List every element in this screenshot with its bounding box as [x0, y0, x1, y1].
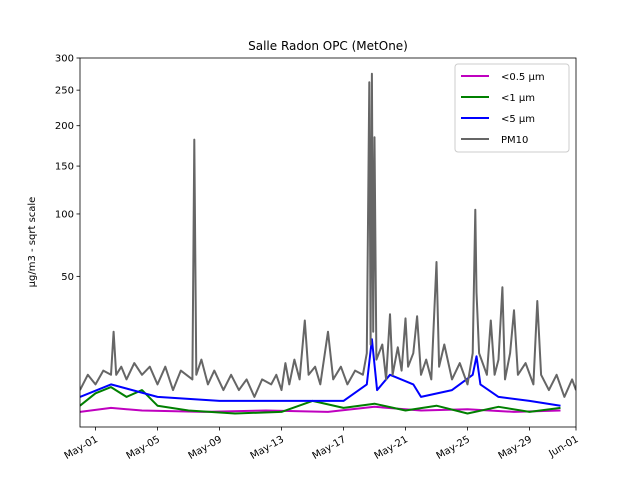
- y-tick-label: 300: [55, 54, 74, 65]
- y-axis-label: µg/m3 - sqrt scale: [27, 197, 38, 288]
- y-tick-label: 50: [61, 272, 74, 283]
- plot-frame: [79, 57, 577, 428]
- y-tick-label: 150: [55, 162, 74, 173]
- chart-title: Salle Radon OPC (MetOne): [248, 39, 408, 53]
- series-line-1: [80, 386, 561, 415]
- y-tick-label: 100: [55, 209, 74, 220]
- y-tick-label: 200: [55, 121, 74, 132]
- legend-label-1: <1 µm: [501, 93, 535, 104]
- y-axis: 50 100 150 200 250 300: [55, 54, 80, 283]
- series-layer: [80, 72, 576, 415]
- y-tick-label: 250: [55, 86, 74, 97]
- legend: <0.5 µm <1 µm <5 µm PM10: [454, 63, 570, 153]
- series-line-3: [80, 72, 576, 398]
- legend-box: [454, 63, 570, 153]
- series-line-2: [80, 338, 561, 407]
- legend-label-0: <0.5 µm: [501, 72, 545, 83]
- plot-area: [79, 57, 577, 428]
- legend-label-3: PM10: [501, 135, 528, 146]
- legend-label-2: <5 µm: [501, 114, 535, 125]
